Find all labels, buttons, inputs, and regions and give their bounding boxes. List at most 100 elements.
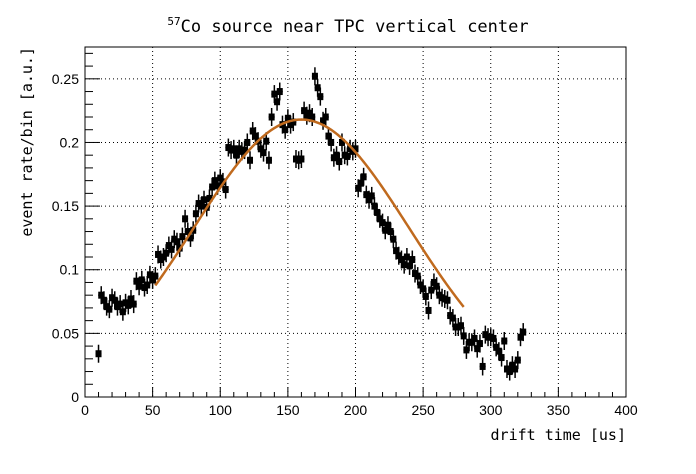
x-tick-label: 200 (344, 402, 368, 418)
marker (274, 98, 281, 106)
data-point (182, 209, 189, 228)
marker (336, 158, 343, 166)
marker (498, 354, 505, 362)
marker (420, 285, 427, 293)
marker (241, 146, 248, 154)
x-tick-label: 250 (411, 402, 435, 418)
axis-ticks (84, 52, 627, 398)
marker (384, 221, 391, 229)
marker (417, 281, 424, 289)
marker (125, 301, 132, 309)
marker (144, 281, 151, 289)
marker (100, 296, 107, 304)
fit-curve (154, 118, 465, 308)
marker (311, 72, 318, 80)
data-point (192, 204, 199, 223)
data-point (265, 151, 272, 170)
title-text: Co source near TPC vertical center (181, 17, 529, 37)
marker (444, 296, 451, 304)
data-point (328, 133, 335, 152)
marker (490, 334, 497, 342)
data-point (276, 82, 283, 101)
marker (320, 117, 327, 125)
data-point (336, 152, 343, 171)
marker (133, 277, 140, 285)
marker (284, 114, 291, 122)
marker (506, 368, 513, 376)
chart-title: 57Co source near TPC vertical center (167, 15, 528, 37)
marker (138, 276, 145, 284)
marker (149, 276, 156, 284)
marker (282, 126, 289, 134)
data-point (520, 323, 527, 342)
marker (187, 234, 194, 242)
marker (206, 194, 213, 202)
marker (111, 296, 118, 304)
marker (517, 333, 524, 341)
x-tick-label: 0 (81, 402, 89, 418)
data-point (247, 151, 254, 170)
y-axis-label: event rate/bin [a.u.] (18, 47, 36, 237)
marker (352, 145, 359, 153)
marker (98, 291, 105, 299)
marker (265, 156, 272, 164)
data-point (309, 108, 316, 126)
marker (301, 107, 308, 115)
data-point (479, 357, 486, 376)
marker (333, 151, 340, 159)
marker (165, 242, 172, 250)
marker (463, 346, 470, 354)
marker (214, 182, 221, 190)
marker (244, 138, 251, 146)
y-tick-label: 0.15 (52, 198, 79, 214)
marker (357, 179, 364, 187)
marker (368, 192, 375, 200)
x-tick-labels: 0 50 100 150 200 250 300 350 400 (81, 402, 638, 418)
marker (257, 145, 264, 153)
marker (395, 252, 402, 260)
data-point (168, 240, 175, 259)
data-point (460, 326, 467, 345)
data-point (514, 351, 521, 370)
marker (252, 132, 259, 140)
marker (119, 308, 126, 316)
marker (198, 202, 205, 210)
marker (328, 138, 335, 146)
marker (152, 272, 159, 280)
marker (476, 340, 483, 348)
marker (317, 93, 324, 101)
marker (136, 282, 143, 290)
data-point (311, 67, 318, 86)
marker (182, 215, 189, 223)
y-tick-label: 0 (71, 389, 79, 405)
marker (192, 210, 199, 218)
marker (298, 155, 305, 163)
marker (382, 226, 389, 234)
data-point (457, 316, 464, 335)
marker (355, 184, 362, 192)
marker (344, 152, 351, 160)
marker (376, 215, 383, 223)
marker (509, 361, 516, 369)
marker (366, 196, 373, 204)
data-point (290, 113, 297, 132)
marker (117, 300, 124, 308)
marker (398, 256, 405, 264)
marker (230, 145, 237, 153)
marker (106, 305, 113, 313)
data-point (95, 344, 102, 363)
data-point (268, 108, 275, 126)
marker (127, 295, 134, 303)
data-point (471, 329, 478, 348)
marker (306, 109, 313, 117)
marker (363, 191, 370, 199)
marker (471, 334, 478, 342)
data-point (498, 348, 505, 367)
marker (260, 149, 267, 157)
marker (155, 250, 162, 258)
marker (428, 286, 435, 294)
marker (95, 350, 102, 358)
marker (338, 138, 345, 146)
marker (379, 219, 386, 227)
